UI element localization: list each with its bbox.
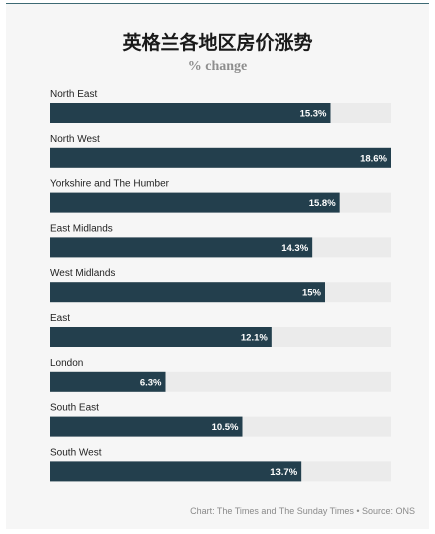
category-label: South West <box>50 447 102 458</box>
category-label: East <box>50 313 70 324</box>
bar <box>50 192 340 213</box>
chart-title: 英格兰各地区房价涨势 <box>122 32 313 54</box>
value-label: 18.6% <box>360 153 387 164</box>
category-label: South East <box>50 403 99 414</box>
bar <box>50 327 272 347</box>
value-label: 14.3% <box>281 243 308 254</box>
category-label: Yorkshire and The Humber <box>50 179 170 190</box>
value-label: 13.7% <box>270 467 297 478</box>
value-label: 6.3% <box>140 377 162 388</box>
value-label: 10.5% <box>212 422 239 433</box>
value-label: 12.1% <box>241 333 268 344</box>
bar-chart: North East 15.3% North West 18.6% Yorkshire … <box>50 89 391 482</box>
value-label: 15.3% <box>300 109 327 120</box>
chart-card: 英格兰各地区房价涨势 % change North East 15.3% North… <box>6 3 429 529</box>
value-label: 15.8% <box>309 198 336 209</box>
chart-source-note: Chart: The Times and The Sunday Times • … <box>190 506 415 516</box>
category-label: London <box>50 358 83 369</box>
category-label: East Midlands <box>50 223 113 234</box>
bar <box>50 461 302 482</box>
chart-subtitle: % change <box>187 59 248 74</box>
category-label: North West <box>50 134 100 145</box>
bar <box>50 103 331 123</box>
bar <box>50 237 313 258</box>
value-label: 15% <box>302 288 322 299</box>
bar <box>50 416 243 437</box>
bar <box>50 147 391 168</box>
bar <box>50 371 166 392</box>
category-label: West Midlands <box>50 268 115 279</box>
bar <box>50 282 325 303</box>
category-label: North East <box>50 89 97 100</box>
